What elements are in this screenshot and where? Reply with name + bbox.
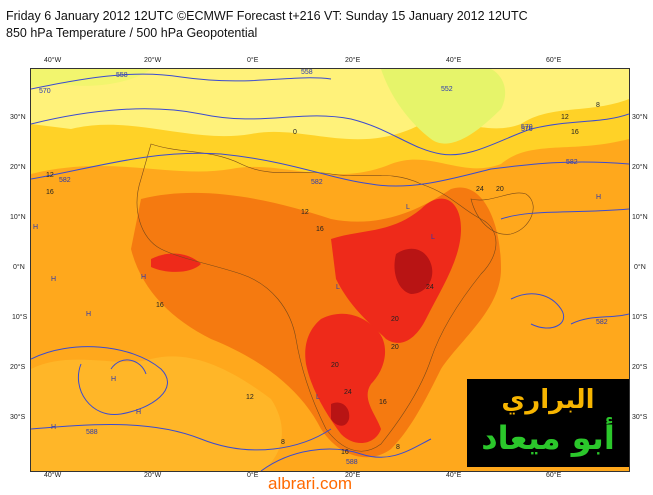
low-pressure-marker: L <box>406 204 410 211</box>
temp-band-extreme <box>331 402 350 426</box>
geopotential-label: 588 <box>346 459 358 466</box>
geopotential-label: 558 <box>301 69 313 76</box>
temp-label: 24 <box>426 284 434 291</box>
low-pressure-marker: L <box>316 394 320 401</box>
temp-label: 16 <box>46 189 54 196</box>
temp-label: 24 <box>344 389 352 396</box>
high-pressure-marker: H <box>33 224 38 231</box>
forecast-title: Friday 6 January 2012 12UTC ©ECMWF Forec… <box>6 9 528 23</box>
watermark-line1: البراري <box>501 385 595 415</box>
lat-label-right: 30°N <box>632 114 648 121</box>
high-pressure-marker: H <box>136 409 141 416</box>
high-pressure-marker: H <box>111 376 116 383</box>
temp-label: 12 <box>301 209 309 216</box>
lon-label-bottom: 60°E <box>546 472 562 479</box>
lat-label-right: 20°N <box>632 164 648 171</box>
low-pressure-marker: L <box>336 284 340 291</box>
lat-label-left: 20°N <box>10 164 26 171</box>
geopotential-label: 570 <box>521 124 533 131</box>
lat-label-left: 30°S <box>10 414 26 421</box>
temp-label: 12 <box>46 172 54 179</box>
high-pressure-marker: H <box>141 274 146 281</box>
lat-label-left: 20°S <box>10 364 26 371</box>
high-pressure-marker: H <box>51 424 56 431</box>
temp-label: 12 <box>561 114 569 121</box>
temp-label: 8 <box>396 444 400 451</box>
temp-band-very-hot <box>305 313 386 444</box>
geopotential-label: 582 <box>596 319 608 326</box>
high-pressure-marker: H <box>596 194 601 201</box>
watermark-logo: البراري أبو ميعاد <box>467 379 629 467</box>
low-pressure-marker: L <box>431 234 435 241</box>
temp-label: 16 <box>571 129 579 136</box>
temp-label: 12 <box>246 394 254 401</box>
temp-label: 8 <box>281 439 285 446</box>
temp-band-extreme <box>394 248 433 294</box>
geopotential-label: 570 <box>39 88 51 95</box>
lon-label-top: 20°E <box>345 57 361 64</box>
temp-label: 0 <box>293 129 297 136</box>
lon-label-bottom: 40°W <box>44 472 62 479</box>
temp-label: 20 <box>331 362 339 369</box>
temp-label: 16 <box>341 449 349 456</box>
site-footer[interactable]: albrari.com <box>268 474 353 493</box>
temp-label: 16 <box>379 399 387 406</box>
lat-label-left: 10°N <box>10 214 26 221</box>
geopotential-label: 558 <box>116 72 128 79</box>
lat-label-right: 0°N <box>634 264 646 271</box>
geopotential-label: 582 <box>566 159 578 166</box>
lon-label-bottom: 0°E <box>247 472 259 479</box>
lat-label-left: 10°S <box>12 314 28 321</box>
high-pressure-marker: H <box>86 311 91 318</box>
lat-label-left: 30°N <box>10 114 26 121</box>
arabia-coastline <box>470 192 534 235</box>
temp-band-cold <box>381 69 506 144</box>
forecast-subtitle: 850 hPa Temperature / 500 hPa Geopotenti… <box>6 26 258 40</box>
lon-label-bottom: 20°W <box>144 472 162 479</box>
temp-label: 16 <box>156 302 164 309</box>
temp-label: 20 <box>391 316 399 323</box>
high-pressure-marker: H <box>51 276 56 283</box>
lon-label-top: 0°E <box>247 57 259 64</box>
temp-label: 20 <box>391 344 399 351</box>
watermark-line2: أبو ميعاد <box>481 419 615 457</box>
geopotential-label: 552 <box>441 86 453 93</box>
lat-label-right: 10°N <box>632 214 648 221</box>
lon-label-top: 40°W <box>44 57 62 64</box>
geopotential-label: 576 <box>521 126 533 133</box>
geopotential-label: 588 <box>86 429 98 436</box>
geopotential-label: 582 <box>59 177 71 184</box>
temp-label: 8 <box>596 102 600 109</box>
lon-label-top: 20°W <box>144 57 162 64</box>
temp-label: 20 <box>496 186 504 193</box>
lat-label-right: 30°S <box>632 414 648 421</box>
geopotential-contours <box>31 73 629 471</box>
lon-label-bottom: 40°E <box>446 472 462 479</box>
lat-label-left: 0°N <box>13 264 25 271</box>
geopotential-label: 582 <box>311 179 323 186</box>
lat-label-right: 10°S <box>632 314 648 321</box>
lon-label-top: 60°E <box>546 57 562 64</box>
temp-band-mild <box>31 356 282 471</box>
lon-label-bottom: 20°E <box>345 472 361 479</box>
temp-label: 16 <box>316 226 324 233</box>
temp-band-very-hot <box>151 253 201 272</box>
lat-label-right: 20°S <box>632 364 648 371</box>
africa-coastline <box>136 143 497 452</box>
lon-label-top: 40°E <box>446 57 462 64</box>
temp-label: 24 <box>476 186 484 193</box>
